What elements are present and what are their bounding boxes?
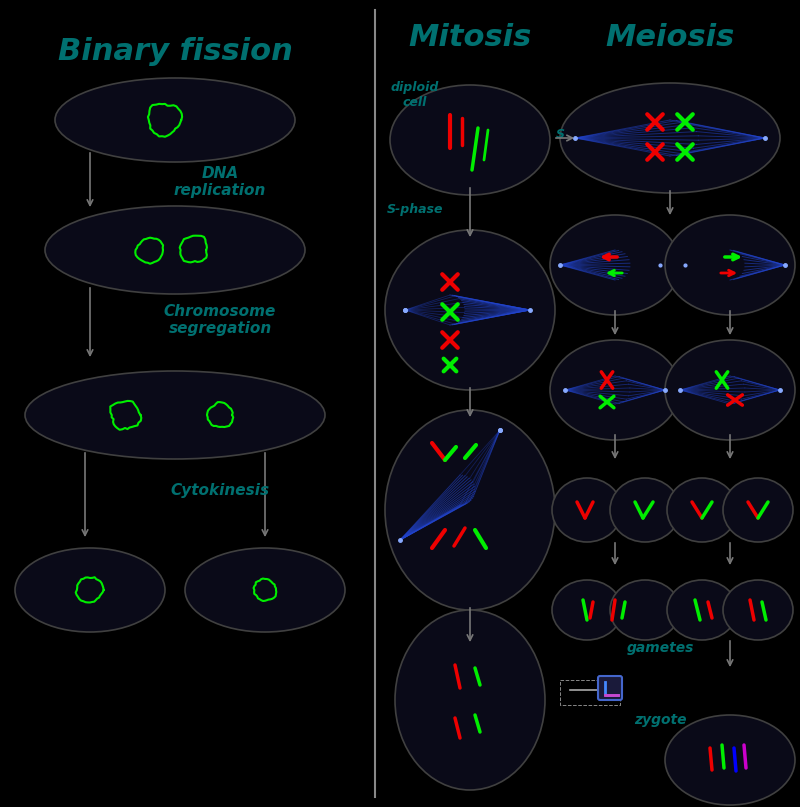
Text: Cytokinesis: Cytokinesis bbox=[170, 483, 270, 497]
Text: Chromosome
segregation: Chromosome segregation bbox=[164, 303, 276, 337]
Ellipse shape bbox=[723, 478, 793, 542]
Ellipse shape bbox=[15, 548, 165, 632]
Ellipse shape bbox=[552, 478, 622, 542]
Ellipse shape bbox=[390, 85, 550, 195]
Text: zygote: zygote bbox=[634, 713, 686, 727]
Text: Mitosis: Mitosis bbox=[408, 23, 532, 52]
Ellipse shape bbox=[550, 340, 680, 440]
Ellipse shape bbox=[55, 78, 295, 162]
Ellipse shape bbox=[610, 580, 680, 640]
Ellipse shape bbox=[665, 715, 795, 805]
Text: S-phase: S-phase bbox=[386, 203, 443, 216]
Ellipse shape bbox=[667, 580, 737, 640]
Text: Meiosis: Meiosis bbox=[606, 23, 734, 52]
Ellipse shape bbox=[45, 206, 305, 294]
Text: Binary fission: Binary fission bbox=[58, 37, 293, 66]
Ellipse shape bbox=[667, 478, 737, 542]
Ellipse shape bbox=[25, 371, 325, 459]
Text: DNA
replication: DNA replication bbox=[174, 165, 266, 199]
Ellipse shape bbox=[665, 215, 795, 315]
FancyBboxPatch shape bbox=[598, 676, 622, 700]
Ellipse shape bbox=[550, 215, 680, 315]
Ellipse shape bbox=[610, 478, 680, 542]
Ellipse shape bbox=[385, 410, 555, 610]
Text: diploid
cell: diploid cell bbox=[391, 81, 439, 109]
Ellipse shape bbox=[185, 548, 345, 632]
Text: S: S bbox=[556, 128, 565, 141]
Text: gametes: gametes bbox=[626, 641, 694, 655]
Ellipse shape bbox=[385, 230, 555, 390]
Ellipse shape bbox=[395, 610, 545, 790]
Ellipse shape bbox=[552, 580, 622, 640]
Ellipse shape bbox=[723, 580, 793, 640]
Ellipse shape bbox=[560, 83, 780, 193]
Ellipse shape bbox=[665, 340, 795, 440]
